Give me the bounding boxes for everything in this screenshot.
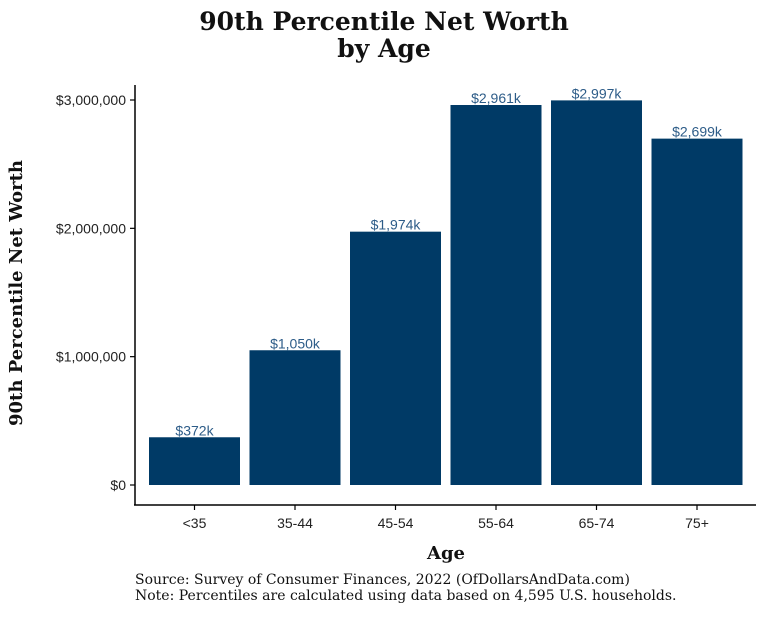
y-axis-label: 90th Percentile Net Worth xyxy=(6,160,27,426)
chart-title-line-1: 90th Percentile Net Worth xyxy=(199,7,569,36)
x-tick-label: <35 xyxy=(183,515,207,531)
footer-source: Source: Survey of Consumer Finances, 202… xyxy=(135,572,630,588)
bar xyxy=(551,100,642,485)
bar xyxy=(651,138,743,485)
data-label: $372k xyxy=(175,422,214,438)
x-tick-label: 55-64 xyxy=(478,515,514,531)
chart-title-line-2: by Age xyxy=(337,34,431,63)
x-axis-label: Age xyxy=(426,543,465,564)
data-label: $2,961k xyxy=(471,90,522,106)
bar xyxy=(450,105,542,485)
x-tick-label: 35-44 xyxy=(277,515,313,531)
bar xyxy=(149,437,240,485)
x-tick-label: 45-54 xyxy=(378,515,414,531)
data-label: $1,050k xyxy=(270,335,321,351)
data-label: $2,699k xyxy=(672,124,723,140)
bar xyxy=(350,231,441,485)
data-label: $1,974k xyxy=(371,217,422,233)
bar xyxy=(249,350,341,485)
y-tick-label: $0 xyxy=(110,477,126,493)
footer-note: Note: Percentiles are calculated using d… xyxy=(135,588,676,604)
data-label: $2,997k xyxy=(572,85,623,101)
y-tick-label: $1,000,000 xyxy=(56,349,126,365)
y-tick-label: $3,000,000 xyxy=(56,92,126,108)
y-tick-label: $2,000,000 xyxy=(56,220,126,236)
x-tick-label: 65-74 xyxy=(579,515,615,531)
x-tick-label: 75+ xyxy=(685,515,709,531)
